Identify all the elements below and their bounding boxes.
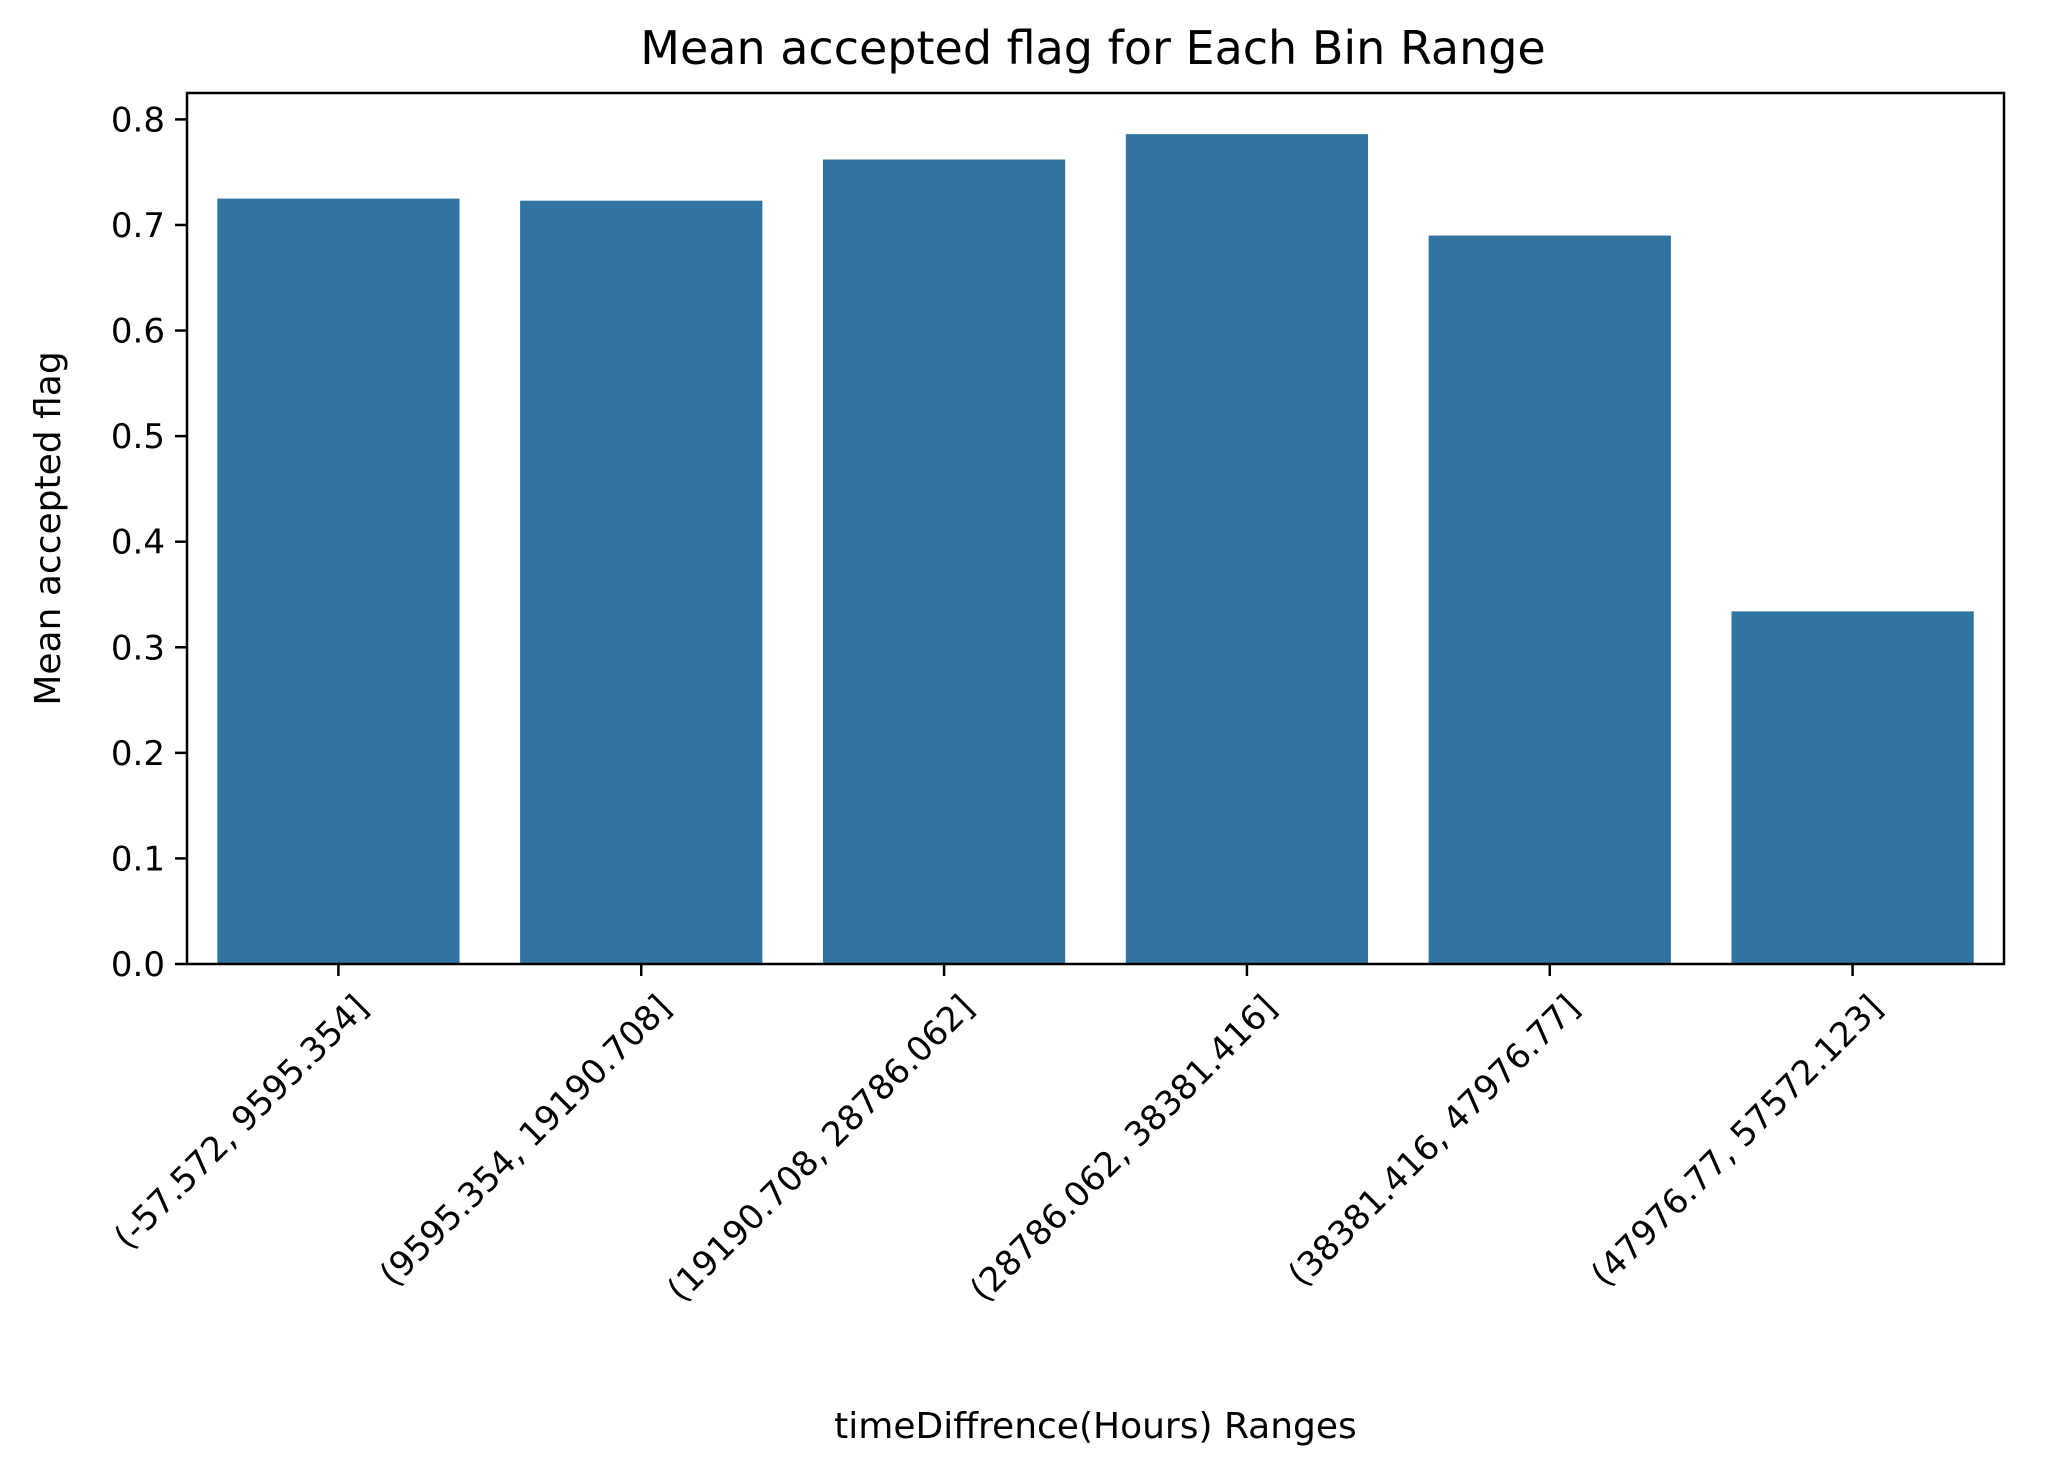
y-tick-label: 0.6 [111, 312, 165, 352]
bar-4 [1125, 134, 1369, 965]
bar-1 [217, 198, 460, 964]
chart-title: Mean accepted flag for Each Bin Range [640, 21, 1545, 75]
y-tick-label: 0.8 [111, 100, 165, 140]
bar-2 [520, 200, 763, 964]
bar-3 [822, 159, 1066, 964]
y-tick-label: 0.2 [111, 734, 165, 774]
y-tick-label: 0.1 [111, 839, 165, 879]
y-tick-label: 0.5 [111, 417, 165, 457]
x-tick-label: (38381.416, 47976.77] [1281, 988, 1588, 1295]
y-tick-label: 0.0 [111, 945, 165, 985]
bars-group [217, 134, 1974, 965]
y-axis: 0.0 0.1 0.2 0.3 0.4 0.5 0.6 0.7 0.8 [111, 100, 187, 985]
x-tick-label: (-57.572, 9595.354] [106, 988, 376, 1258]
y-axis-label: Mean accepted flag [28, 351, 69, 705]
x-tick-label: (9595.354, 19190.708] [372, 988, 679, 1295]
y-tick-label: 0.4 [111, 523, 165, 563]
plot-frame [185, 91, 2006, 966]
bar-5 [1428, 235, 1671, 964]
bar-6 [1731, 611, 1974, 964]
x-tick-label: (28786.062, 38381.416] [962, 988, 1284, 1310]
x-tick-label: (47976.77, 57572.123] [1583, 988, 1890, 1295]
x-tick-label: (19190.708, 28786.062] [660, 988, 982, 1310]
x-axis-label: timeDiffrence(Hours) Ranges [834, 1406, 1357, 1447]
y-tick-label: 0.3 [111, 628, 165, 668]
x-axis: (-57.572, 9595.354](9595.354, 19190.708]… [106, 964, 1890, 1310]
y-tick-label: 0.7 [111, 206, 165, 246]
